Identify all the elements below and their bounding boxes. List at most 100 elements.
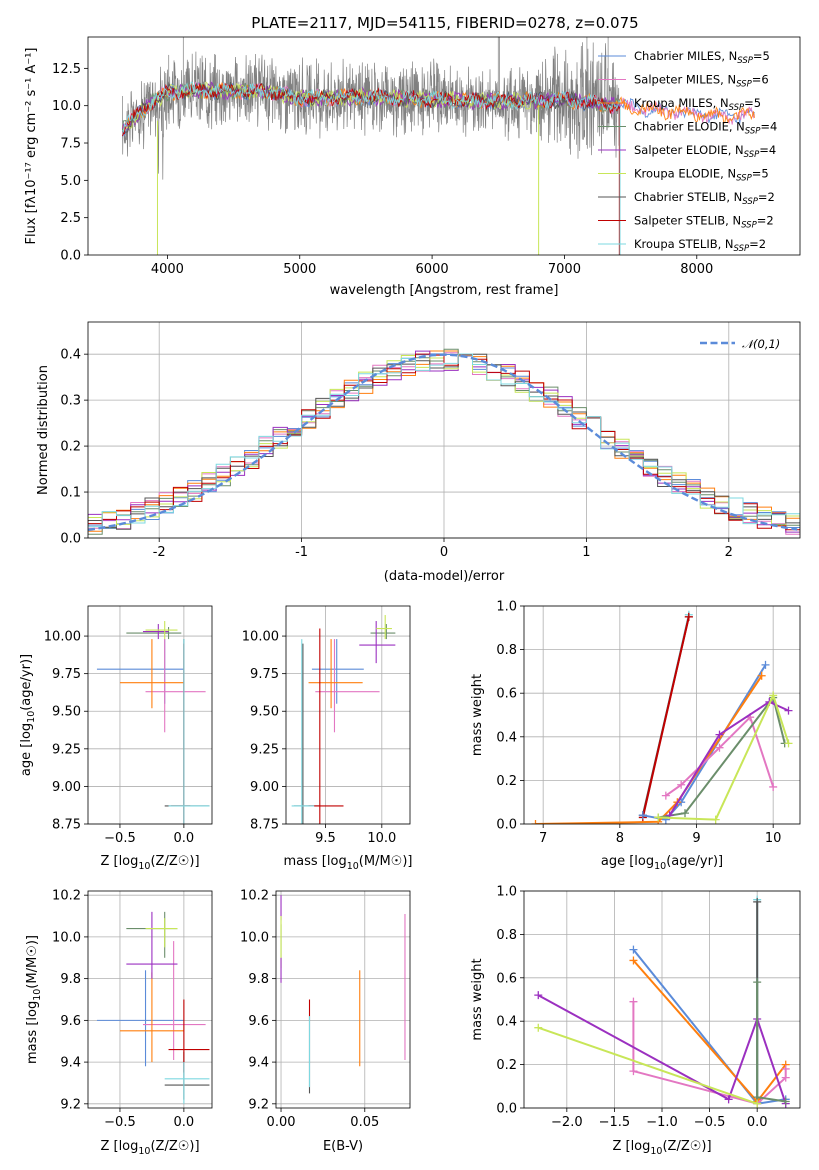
- y-tick-label: 10.0: [52, 99, 81, 114]
- y-tick-label: 0.8: [496, 928, 517, 943]
- plot-frame: [87, 890, 213, 1109]
- legend-entry-chab_stelib: Chabrier STELIB, NSSP=2: [634, 190, 775, 207]
- label-part: age [log: [19, 723, 34, 776]
- label-sub: 10: [32, 989, 43, 1001]
- weight-marker-krou_miles: [629, 956, 638, 965]
- weight-marker-chab_elodie: [681, 809, 689, 818]
- label-part: (Z/Z☉)]: [150, 854, 199, 869]
- x-tick-label: −2.0: [551, 1115, 583, 1130]
- plot-frame: [523, 605, 801, 825]
- x-tick-label: 2: [725, 545, 733, 560]
- x-tick-label: -2: [153, 545, 166, 560]
- label-part: (age/yr)]: [666, 854, 723, 869]
- spectrum-data-group: [121, 37, 755, 255]
- y-tick-label: 0.0: [496, 818, 517, 833]
- legend-entry-krou_stelib: Kroupa STELIB, NSSP=2: [634, 237, 766, 254]
- weight-line-chab_miles: [642, 664, 767, 821]
- weight-line-salp_stelib: [641, 616, 690, 818]
- weight-line-krou_elodie: [658, 692, 790, 821]
- legend-part: =4: [760, 120, 777, 134]
- y-tick-label: 9.25: [250, 742, 279, 757]
- y-tick-label: 12.5: [52, 62, 81, 77]
- plot-frame: [87, 321, 801, 539]
- x-tick-label: −0.5: [104, 1115, 136, 1130]
- weight-marker-salp_elodie: [715, 730, 724, 739]
- y-tick-label: 0.4: [496, 1015, 517, 1030]
- normal-curve: [88, 353, 798, 532]
- x-axis-label: Z [log10(Z/Z☉)]: [100, 854, 199, 872]
- legend-entry-krou_miles: Kroupa MILES, NSSP=5: [634, 96, 761, 113]
- x-tick-label: −0.5: [694, 1115, 726, 1130]
- label-part: (age/yr)]: [19, 654, 34, 711]
- y-tick-label: 1.0: [496, 600, 517, 615]
- plot-frame: [523, 890, 801, 1109]
- x-tick-label: 4000: [151, 262, 184, 277]
- label-part: (M/M☉)]: [25, 935, 40, 989]
- y-tick-label: 9.75: [52, 667, 81, 682]
- x-tick-label: 9: [692, 831, 700, 846]
- weight-marker-salp_miles: [781, 1064, 790, 1073]
- legend-entry-normal: 𝒩(0,1): [742, 337, 780, 351]
- weight-line-krou_elodie: [537, 1026, 758, 1105]
- y-tick-label: 0.0: [60, 532, 81, 547]
- weight-marker-salp_miles: [781, 1073, 790, 1082]
- x-tick-label: 7: [539, 831, 547, 846]
- x-tick-label: −0.5: [104, 831, 136, 846]
- y-axis-label: Normed distribution: [36, 365, 51, 495]
- legend-part: Kroupa MILES, N: [634, 96, 729, 110]
- y-tick-label: 9.8: [248, 972, 269, 987]
- age-vs-mass-errorbars: [291, 615, 396, 824]
- x-tick-label: 0.0: [174, 831, 195, 846]
- label-sub: 10: [138, 861, 150, 872]
- legend-sub: SSP: [734, 244, 750, 254]
- legend-sub: SSP: [729, 103, 745, 113]
- x-axis-label: wavelength [Angstrom, rest frame]: [330, 283, 559, 298]
- y-tick-label: 9.00: [52, 780, 81, 795]
- y-axis-label: Flux [fλ10⁻¹⁷ erg cm⁻² s⁻¹ A⁻¹]: [24, 48, 39, 245]
- y-tick-label: 10.0: [240, 930, 269, 945]
- x-tick-label: 0.05: [350, 1115, 379, 1130]
- y-tick-label: 0.0: [60, 249, 81, 264]
- x-tick-label: −1.5: [599, 1115, 631, 1130]
- y-tick-label: 0.2: [496, 1058, 517, 1073]
- plot-frame: [87, 605, 213, 825]
- weight-marker-krou_elodie: [534, 1023, 543, 1032]
- legend-sub: SSP: [736, 80, 752, 90]
- label-part: Z [log: [100, 1139, 138, 1154]
- y-tick-label: 5.0: [60, 174, 81, 189]
- spectrum-axes: 4000 5000 6000 7000 8000 0.0 2.5 5.0 7.5 10.0 12.5…: [24, 36, 801, 298]
- y-tick-label: 10.00: [242, 630, 279, 645]
- weight-marker-chab_miles: [629, 945, 638, 954]
- legend-part: Salpeter ELODIE, N: [634, 143, 744, 157]
- y-tick-label: 0.4: [60, 348, 81, 363]
- legend-part: =5: [752, 167, 769, 181]
- mass-vs-ebv-axes: 0.00 0.05 9.2 9.4 9.6 9.8 10.0 10.2 E(B-V): [240, 889, 411, 1154]
- age-vs-mass-axes: 9.5 10.0 8.75 9.00 9.25 9.50 9.75 10.00 mass [lo…: [242, 605, 413, 872]
- y-tick-label: 0.0: [496, 1102, 517, 1117]
- y-tick-label: 10.00: [44, 630, 81, 645]
- x-tick-label: 5000: [283, 262, 316, 277]
- weight-vs-age-lines: [531, 610, 793, 824]
- label-part: mass [log: [25, 1001, 40, 1064]
- legend-part: Chabrier STELIB, N: [634, 190, 742, 204]
- label-sub: 10: [650, 1146, 662, 1157]
- x-tick-label: 7000: [548, 262, 581, 277]
- weight-marker-krou_elodie: [784, 739, 793, 748]
- weight-marker-salp_elodie: [534, 991, 543, 1000]
- y-tick-label: 9.4: [60, 1056, 81, 1071]
- figure-title: PLATE=2117, MJD=54115, FIBERID=0278, z=0…: [251, 14, 638, 32]
- label-sub: 10: [138, 1146, 150, 1157]
- mass-vs-Z-axes: −0.5 0.09.29.49.69.810.010.2Z [log10(Z/Z☉…: [25, 889, 213, 1157]
- y-tick-label: 9.6: [60, 1014, 81, 1029]
- y-tick-label: 9.50: [250, 705, 279, 720]
- weight-line-salp_elodie: [668, 700, 789, 816]
- x-axis-label: mass [log10(M/M☉)]: [284, 854, 413, 872]
- mass-vs-ebv-errorbars: [280, 895, 406, 1094]
- y-axis-label: mass weight: [470, 674, 485, 756]
- legend-part: =4: [759, 143, 776, 157]
- legend-sub: SSP: [745, 127, 761, 137]
- x-tick-label: 10.0: [367, 831, 396, 846]
